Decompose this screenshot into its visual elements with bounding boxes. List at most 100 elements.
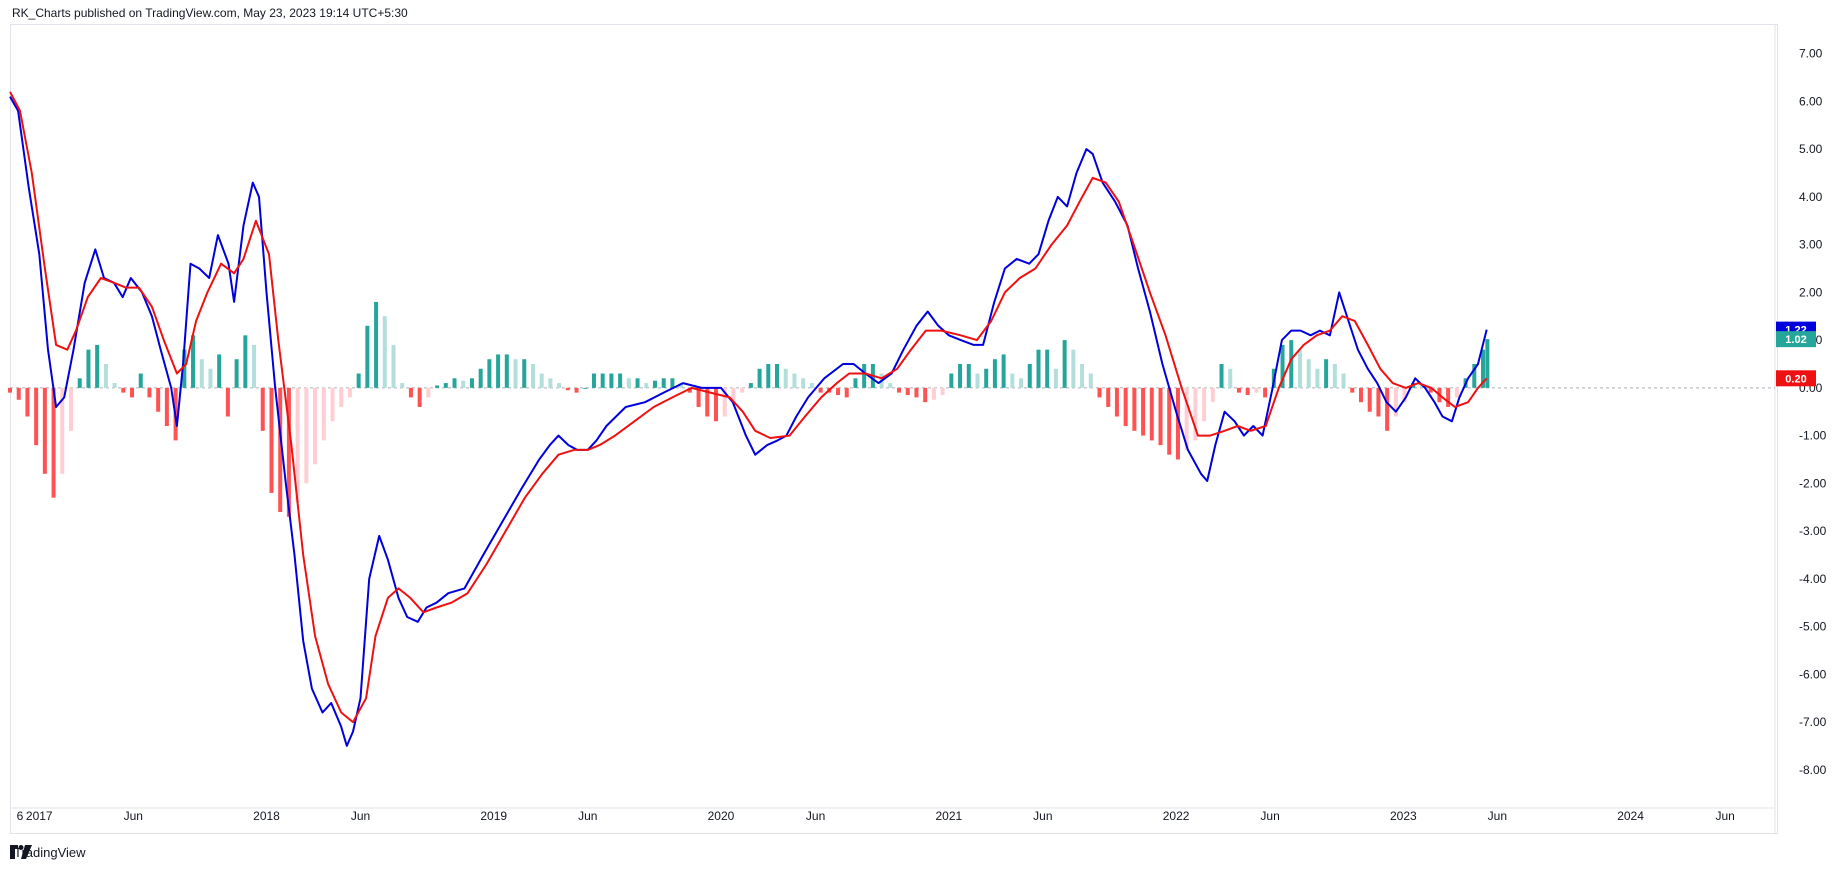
histogram-bar <box>635 378 640 388</box>
histogram-bar <box>1446 387 1451 407</box>
time-tick-label: 2024 <box>1617 809 1644 823</box>
histogram-bar <box>1080 363 1085 388</box>
histogram-bar <box>208 368 213 388</box>
histogram-bar <box>705 387 710 417</box>
price-tick-label: 4.00 <box>1799 190 1823 204</box>
histogram-bar <box>400 383 405 388</box>
histogram-bar <box>714 387 718 422</box>
histogram-bar <box>818 387 823 393</box>
histogram-bar <box>321 387 326 441</box>
histogram-bar <box>522 359 527 388</box>
histogram-bar <box>1472 363 1477 388</box>
axis-lines <box>10 25 1776 834</box>
histogram-badge <box>1776 331 1816 348</box>
price-tick-label: -8.00 <box>1799 763 1827 777</box>
time-tick-label: Jun <box>1716 809 1735 823</box>
histogram-bar <box>147 387 152 398</box>
publish-info: RK_Charts published on TradingView.com, … <box>12 6 408 20</box>
histogram-bar <box>862 363 867 388</box>
histogram-bar <box>1385 387 1390 431</box>
brand-name: TradingView <box>14 845 86 860</box>
histogram-bar <box>69 387 74 431</box>
histogram-bar <box>1210 387 1215 403</box>
histogram-bar <box>1045 349 1050 388</box>
histogram-bar <box>836 387 841 396</box>
histogram-bar <box>243 335 248 388</box>
histogram-bar <box>513 359 518 388</box>
last-value-badges: 1.221.020.20 <box>1776 321 1816 387</box>
histogram-bar <box>1158 387 1163 446</box>
histogram-bar <box>687 387 692 393</box>
histogram-bar <box>853 378 858 388</box>
histogram-bar <box>1341 373 1346 388</box>
histogram-bar <box>1019 378 1024 388</box>
time-tick-label: Jun <box>806 809 825 823</box>
histogram-bar <box>1010 373 1015 388</box>
histogram-bar <box>1315 368 1320 388</box>
histogram-bar <box>1254 387 1259 393</box>
histogram-bar <box>260 387 265 431</box>
histogram-bar <box>1141 387 1146 436</box>
price-axis[interactable]: 7.006.005.004.003.002.001.000.00-1.00-2.… <box>1799 47 1827 777</box>
histogram-bar <box>1428 387 1433 393</box>
histogram-bar <box>1236 387 1241 393</box>
histogram-bar <box>313 387 318 465</box>
histogram-bar <box>539 373 544 388</box>
histogram-bar <box>1097 387 1102 398</box>
histogram-bar <box>600 373 605 388</box>
histogram-bar <box>435 385 440 388</box>
time-tick-label: Jun <box>1033 809 1052 823</box>
price-tick-label: 5.00 <box>1799 142 1823 156</box>
time-tick-label: Jun <box>578 809 597 823</box>
histogram-bar <box>583 387 588 389</box>
histogram-bar <box>958 363 963 388</box>
histogram-bar <box>792 373 797 388</box>
histogram-bar <box>156 387 161 412</box>
histogram-bar <box>1358 387 1363 403</box>
time-tick-label: 2018 <box>253 809 280 823</box>
histogram-bar <box>16 387 21 400</box>
histogram-bar <box>1454 387 1459 398</box>
histogram-bar <box>766 363 771 388</box>
histogram-bar <box>923 387 928 403</box>
histogram-bar <box>1324 359 1329 388</box>
histogram-bar <box>1184 387 1189 450</box>
histogram-bar <box>164 387 169 427</box>
histogram-bar <box>1420 385 1424 388</box>
histogram-bar <box>374 301 379 388</box>
histogram-bar <box>1053 368 1058 388</box>
histogram-bar <box>1219 363 1224 388</box>
histogram-bar <box>1367 387 1372 412</box>
time-tick-label: 2023 <box>1390 809 1417 823</box>
histogram-bar <box>382 316 387 388</box>
histogram-bar <box>1376 387 1381 417</box>
price-tick-label: -2.00 <box>1799 476 1827 490</box>
tradingview-brand: TradingView <box>10 845 86 860</box>
histogram-bar <box>1071 349 1076 388</box>
histogram-bar <box>1289 340 1294 388</box>
histogram-bar <box>618 373 623 388</box>
histogram-bar <box>356 373 361 388</box>
histogram-bar <box>217 354 222 388</box>
histogram-bar <box>1175 387 1180 460</box>
histogram-bar <box>1263 387 1268 398</box>
histogram-bar <box>905 387 910 396</box>
histogram-bar <box>34 387 39 446</box>
price-tick-label: 2.00 <box>1799 285 1823 299</box>
price-tick-label: -4.00 <box>1799 572 1827 586</box>
histogram-bar <box>722 387 727 417</box>
histogram-bar <box>469 378 474 388</box>
histogram-bar <box>801 378 806 388</box>
histogram-bar <box>365 325 370 388</box>
histogram-bar <box>339 387 344 407</box>
time-tick-label: 6 <box>17 809 24 823</box>
chart-frame[interactable] <box>10 24 1778 834</box>
histogram-bar <box>452 378 457 388</box>
price-tick-label: -6.00 <box>1799 667 1827 681</box>
time-axis[interactable]: 6 2017 Jun 2018 Jun 2019 Jun 2020 Jun 2021 Jun 2022… <box>17 809 1735 823</box>
histogram-bar <box>199 359 204 388</box>
histogram-bar <box>652 380 657 388</box>
histogram-badge-label: 1.02 <box>1785 334 1806 346</box>
histogram-bar <box>897 387 902 393</box>
